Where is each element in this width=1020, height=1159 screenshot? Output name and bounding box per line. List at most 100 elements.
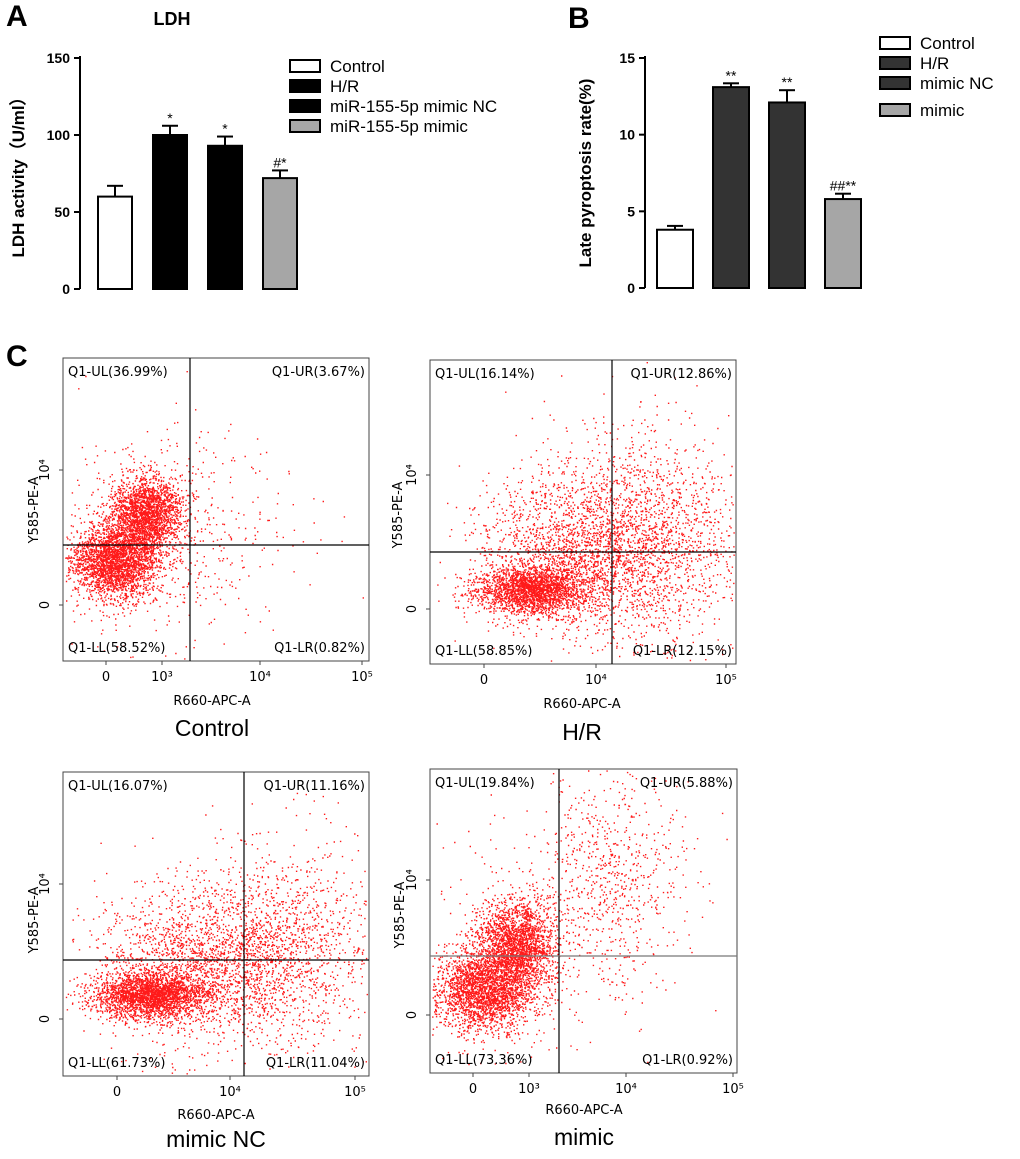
x-axis-label: R660-APC-A xyxy=(543,697,620,712)
sample-name: mimic NC xyxy=(166,1126,266,1152)
y-tick-label: 0 xyxy=(627,280,635,296)
legend-label: miR-155-5p mimic NC xyxy=(330,97,497,116)
event-dots xyxy=(65,371,364,660)
y-tick-label: 10⁴ xyxy=(405,464,420,486)
legend-swatch xyxy=(879,36,911,50)
bar xyxy=(768,101,806,290)
legend-swatch xyxy=(879,76,911,90)
quadrant-lr-label: Q1-LR(0.82%) xyxy=(274,641,365,656)
quadrant-lr-label: Q1-LR(0.92%) xyxy=(642,1053,733,1068)
plot-frame xyxy=(429,768,738,1074)
x-tick-label: 0 xyxy=(113,1085,121,1100)
y-tick-label: 0 xyxy=(405,605,420,613)
legend-label: miR-155-5p mimic xyxy=(330,117,468,136)
legend-swatch xyxy=(289,99,321,113)
quadrant-ul-label: Q1-UL(36.99%) xyxy=(68,365,168,380)
flow-plot-mimic-nc: Q1-UL(16.07%) Q1-UR(11.16%) Q1-LL(61.73%) Q… xyxy=(27,771,370,1152)
sample-name: H/R xyxy=(562,719,602,745)
y-tick-label: 100 xyxy=(47,127,71,143)
bar xyxy=(712,86,750,289)
y-axis-label: Y585-PE-A xyxy=(393,881,408,949)
bar xyxy=(824,198,862,289)
bar xyxy=(152,134,188,290)
y-tick-label: 0 xyxy=(38,1015,53,1023)
x-tick-label: 10³ xyxy=(518,1082,540,1097)
flow-plot-mimic: Q1-UL(19.84%) Q1-UR(5.88%) Q1-LL(73.36%) Q1… xyxy=(393,768,744,1150)
legend-swatch xyxy=(289,79,321,93)
quadrant-ll-label: Q1-LL(58.52%) xyxy=(68,641,165,656)
plot-frame xyxy=(62,771,370,1077)
x-axis-label: R660-APC-A xyxy=(173,694,250,709)
panel-letter-a: A xyxy=(6,0,28,33)
quadrant-ll-label: Q1-LL(61.73%) xyxy=(68,1056,165,1071)
pyroptosis-bar-chart: Late pyroptosis rate(%) 0 5 10 15 ** ** ##** C… xyxy=(576,34,994,296)
y-tick-label: 10 xyxy=(619,127,635,143)
plot-frame xyxy=(62,357,370,662)
quadrant-ul-label: Q1-UL(19.84%) xyxy=(435,776,535,791)
chart-title: LDH xyxy=(154,9,191,29)
y-tick-label: 15 xyxy=(619,50,635,66)
y-tick-label: 10⁴ xyxy=(38,459,53,481)
quadrant-ur-label: Q1-UR(3.67%) xyxy=(272,365,365,380)
legend-label: H/R xyxy=(920,54,949,73)
legend-label: mimic xyxy=(920,101,965,120)
x-tick-label: 0 xyxy=(469,1082,477,1097)
significance-label: * xyxy=(222,121,228,137)
quadrant-ll-label: Q1-LL(73.36%) xyxy=(435,1053,532,1068)
flow-plot-control: Q1-UL(36.99%) Q1-UR(3.67%) Q1-LL(58.52%) Q1… xyxy=(27,357,373,741)
significance-label: #* xyxy=(273,154,287,170)
event-dots xyxy=(65,792,368,1075)
x-tick-label: 0 xyxy=(480,673,488,688)
legend-swatch xyxy=(879,56,911,70)
quadrant-ur-label: Q1-UR(11.16%) xyxy=(264,779,365,794)
bar xyxy=(207,144,243,290)
x-tick-label: 0 xyxy=(102,670,110,685)
flow-plot-hr: Q1-UL(16.14%) Q1-UR(12.86%) Q1-LL(58.85%) Q… xyxy=(391,359,737,745)
sample-name: Control xyxy=(175,715,249,741)
bar xyxy=(656,228,694,290)
plot-frame xyxy=(429,359,737,665)
y-tick-label: 5 xyxy=(627,203,635,219)
event-dots xyxy=(437,362,735,662)
y-tick-label: 50 xyxy=(54,204,70,220)
legend-label: Control xyxy=(330,57,385,76)
bar xyxy=(97,195,133,291)
quadrant-ul-label: Q1-UL(16.14%) xyxy=(435,367,535,382)
y-tick-label: 10⁴ xyxy=(38,873,53,895)
legend-label: Control xyxy=(920,34,975,53)
legend-label: H/R xyxy=(330,77,359,96)
bar xyxy=(262,177,298,290)
y-tick-label: 0 xyxy=(38,601,53,609)
significance-label: * xyxy=(167,110,173,126)
x-tick-label: 10⁴ xyxy=(219,1085,241,1100)
significance-label: ** xyxy=(726,67,737,83)
legend-swatch xyxy=(289,59,321,73)
panel-letter-b: B xyxy=(568,2,590,35)
event-dots xyxy=(432,770,728,1066)
significance-label: ** xyxy=(782,74,793,90)
x-tick-label: 10⁴ xyxy=(615,1082,637,1097)
quadrant-ur-label: Q1-UR(5.88%) xyxy=(640,776,733,791)
significance-label: ##** xyxy=(830,178,857,194)
y-axis-label: Y585-PE-A xyxy=(391,481,406,549)
legend-swatch xyxy=(879,103,911,117)
quadrant-lr-label: Q1-LR(11.04%) xyxy=(266,1056,365,1071)
y-tick-label: 0 xyxy=(62,281,70,297)
y-axis-label: Y585-PE-A xyxy=(27,476,42,544)
quadrant-ul-label: Q1-UL(16.07%) xyxy=(68,779,168,794)
quadrant-ur-label: Q1-UR(12.86%) xyxy=(631,367,732,382)
quadrant-lr-label: Q1-LR(12.15%) xyxy=(633,644,732,659)
panel-letter-c: C xyxy=(6,340,28,373)
quadrant-ll-label: Q1-LL(58.85%) xyxy=(435,644,532,659)
x-tick-label: 10⁵ xyxy=(344,1085,366,1100)
y-axis-label: LDH activity（U/ml） xyxy=(8,88,28,257)
x-tick-label: 10⁴ xyxy=(585,673,607,688)
x-tick-label: 10⁵ xyxy=(722,1082,744,1097)
legend-label: mimic NC xyxy=(920,74,994,93)
x-tick-label: 10⁵ xyxy=(715,673,737,688)
y-tick-label: 10⁴ xyxy=(405,869,420,891)
y-axis-label: Y585-PE-A xyxy=(27,886,42,954)
x-axis-label: R660-APC-A xyxy=(545,1103,622,1118)
x-tick-label: 10⁵ xyxy=(351,670,373,685)
